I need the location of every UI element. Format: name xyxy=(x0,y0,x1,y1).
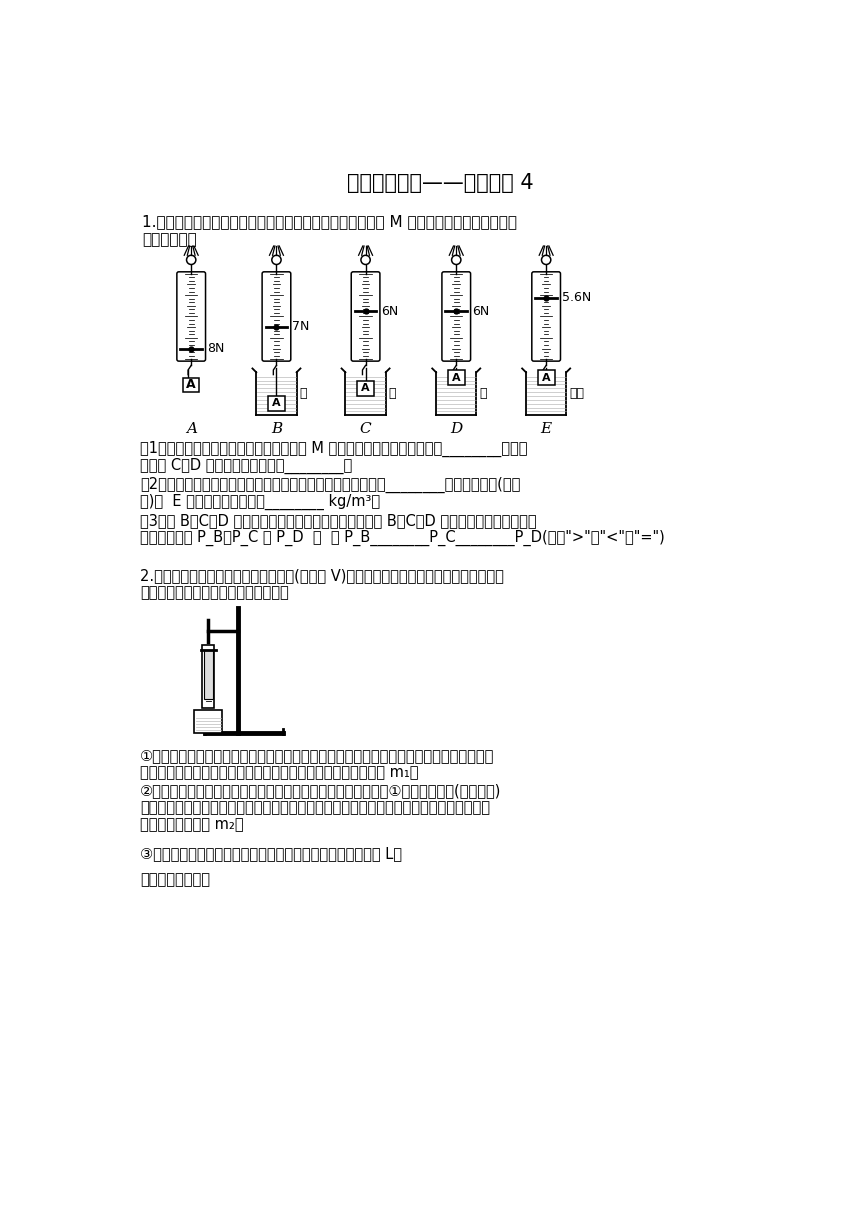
Text: 6N: 6N xyxy=(472,305,489,317)
Bar xyxy=(448,370,464,385)
Text: 平测量其总质量为 m₂；: 平测量其总质量为 m₂； xyxy=(140,817,243,833)
Bar xyxy=(202,644,214,708)
Text: 1.小金同学在探究影响浮力大小的因素时，用圆柱体金属块 M 做了如图所示的实验。请回: 1.小金同学在探究影响浮力大小的因素时，用圆柱体金属块 M 做了如图所示的实验。… xyxy=(143,214,518,229)
Text: （1）根据图中所测的实验数据，可知物体 M 浸没在盐水中时所受的浮力为________牛。分: （1）根据图中所测的实验数据，可知物体 M 浸没在盐水中时所受的浮力为_____… xyxy=(140,441,527,457)
Text: 盐水: 盐水 xyxy=(569,388,585,400)
Text: A: A xyxy=(187,378,196,392)
Text: ③取下注射器，并用刻度尺测出其壁上全部刻度部分的长度为 L。: ③取下注射器，并用刻度尺测出其壁上全部刻度部分的长度为 L。 xyxy=(140,846,402,862)
Text: 水: 水 xyxy=(480,388,487,400)
Bar xyxy=(205,649,213,699)
Text: E: E xyxy=(541,422,552,435)
Text: D: D xyxy=(450,422,463,435)
Text: 7N: 7N xyxy=(292,320,310,333)
Text: 母)；  E 烧杯中盐水的密度为________ kg/m³；: 母)； E 烧杯中盐水的密度为________ kg/m³； xyxy=(140,494,380,511)
Bar xyxy=(538,370,555,385)
Text: 水: 水 xyxy=(299,388,307,400)
Text: （2）研究物体受到浮力大小与液体的密度有关，可以分析比较________二图进行比较(填字: （2）研究物体受到浮力大小与液体的密度有关，可以分析比较________二图进行… xyxy=(140,477,520,494)
Bar xyxy=(357,381,374,396)
Text: A: A xyxy=(542,372,550,383)
FancyBboxPatch shape xyxy=(262,272,291,361)
Text: 答下列问题：: 答下列问题： xyxy=(143,232,197,247)
Text: A: A xyxy=(272,399,280,409)
Bar xyxy=(268,395,285,411)
Bar xyxy=(183,378,199,392)
Text: 请回答以下问题：: 请回答以下问题： xyxy=(140,872,210,886)
Text: 析比较 C、D 二图，可得出结论：________；: 析比较 C、D 二图，可得出结论：________； xyxy=(140,457,353,474)
Text: C: C xyxy=(359,422,372,435)
FancyBboxPatch shape xyxy=(177,272,206,361)
Text: 6N: 6N xyxy=(381,305,398,317)
Text: ②重新将注射器活塞推至顶端，并用橡皮帽封住注射口，将步骤①中的装水小筒(水未倒出): ②重新将注射器活塞推至顶端，并用橡皮帽封住注射口，将步骤①中的装水小筒(水未倒出… xyxy=(140,783,501,799)
Text: A: A xyxy=(186,422,197,435)
Text: ①按图示组装好器材，首先将注射器活塞推至顶端，上端未封口，接着往小简内缓慢加水，: ①按图示组装好器材，首先将注射器活塞推至顶端，上端未封口，接着往小简内缓慢加水， xyxy=(140,748,494,764)
Text: 置估测大气压的值。其实验步骤如下：: 置估测大气压的值。其实验步骤如下： xyxy=(140,585,289,599)
Text: 水: 水 xyxy=(389,388,396,400)
Text: 8N: 8N xyxy=(206,343,224,355)
Text: A: A xyxy=(361,383,370,394)
Text: 重新接在注射器下端，缓慢向小筒内加水，直至活塞又恰好开始下滑，再取下小筒，并用天: 重新接在注射器下端，缓慢向小筒内加水，直至活塞又恰好开始下滑，再取下小筒，并用天 xyxy=(140,800,490,816)
Text: 直至活塞恰好开始下滑时，取下小筒，并用天平测量其总质量为 m₁；: 直至活塞恰好开始下滑时，取下小筒，并用天平测量其总质量为 m₁； xyxy=(140,765,419,779)
Bar xyxy=(194,710,222,733)
Text: 力学培优冲刺——实验探究 4: 力学培优冲刺——实验探究 4 xyxy=(347,173,534,193)
FancyBboxPatch shape xyxy=(351,272,380,361)
Text: 的压强分别是 P_B、P_C 和 P_D  ，  则 P_B________P_C________P_D(选填">"、"<"或"="): 的压强分别是 P_B、P_C 和 P_D ， 则 P_B________P_C_… xyxy=(140,530,665,546)
FancyBboxPatch shape xyxy=(531,272,561,361)
Text: 5.6N: 5.6N xyxy=(562,291,591,304)
Text: 2.小科学了大气的压强后，借助注射器(容积为 V)、铁架台、小简、细绳等器材设计如图装: 2.小科学了大气的压强后，借助注射器(容积为 V)、铁架台、小简、细绳等器材设计… xyxy=(140,568,504,582)
FancyBboxPatch shape xyxy=(442,272,470,361)
Text: A: A xyxy=(452,372,461,383)
Text: B: B xyxy=(271,422,282,435)
Text: （3）在 B、C、D 三次实验中随着物体不断浸入水中。若 B、C、D 三次实验烧杯对水平桌面: （3）在 B、C、D 三次实验中随着物体不断浸入水中。若 B、C、D 三次实验烧… xyxy=(140,513,537,528)
